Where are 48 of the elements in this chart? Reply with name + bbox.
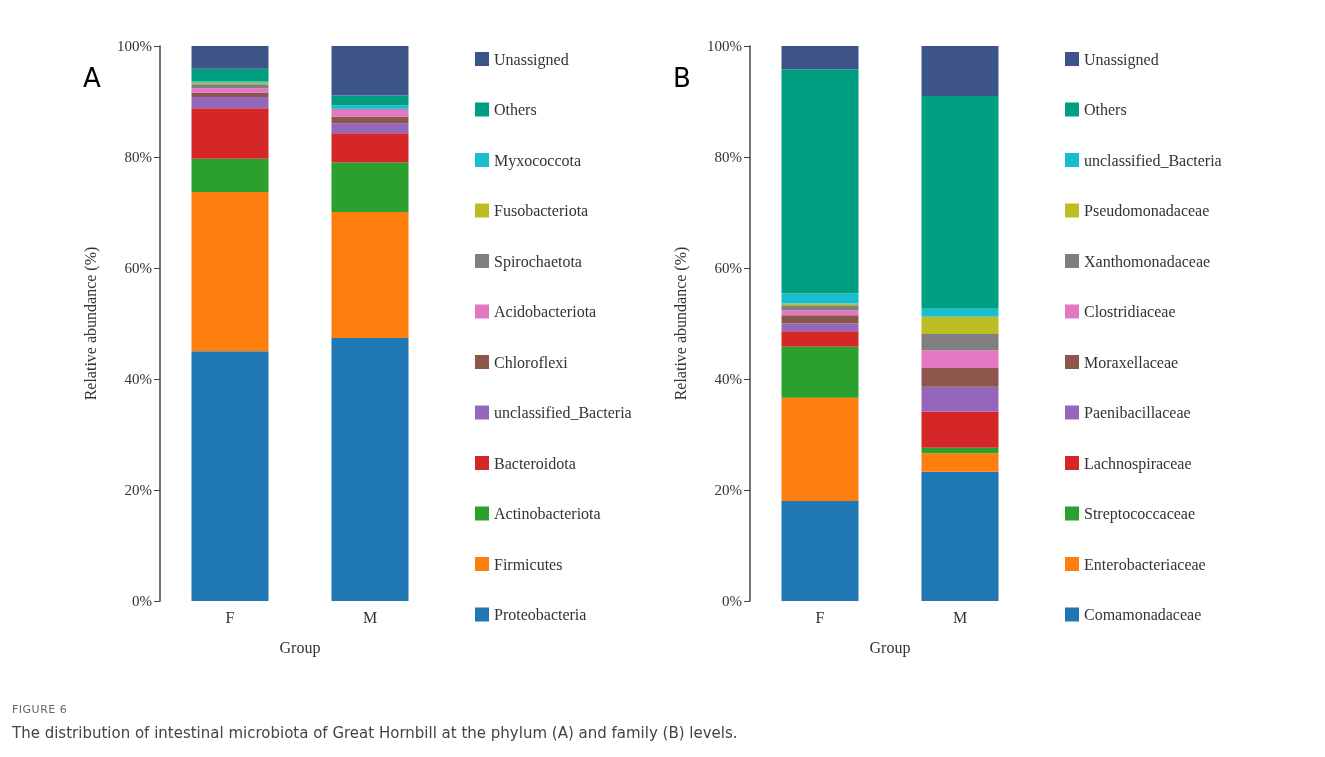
y-axis-title: Relative abundance (%) — [671, 246, 690, 401]
x-axis-title: Group — [279, 638, 321, 657]
caption: FIGURE 6 — [12, 703, 69, 716]
y-tick-label: 0% — [722, 593, 742, 609]
y-tick-label: 20% — [714, 482, 742, 498]
text: B — [673, 63, 691, 93]
legend-label: Clostridiaceae — [1084, 303, 1176, 320]
y-tick-label: 60% — [124, 260, 152, 276]
legend-label: Fusobacteriota — [494, 202, 589, 219]
legend-label: Enterobacteriaceae — [1084, 555, 1206, 573]
legend-label: Lachnospiraceae — [1084, 454, 1192, 473]
legend-label: Firmicutes — [494, 555, 563, 573]
legend-label: Chloroflexi — [494, 353, 569, 371]
legend-label: Actinobacteriota — [494, 505, 601, 522]
legend-label: Pseudomonadaceae — [1084, 202, 1210, 219]
legend-label: unclassified_Bacteria — [1084, 151, 1222, 169]
legend-label: unclassified_Bacteria — [494, 404, 632, 421]
legend-label: Unassigned — [494, 50, 569, 69]
legend-label: Acidobacteriota — [494, 303, 597, 320]
x-axis-title: Group — [869, 638, 911, 657]
legend-label: Others — [1084, 101, 1127, 118]
legend-label: Streptococcaceae — [1084, 505, 1196, 523]
y-tick-label: 40% — [124, 371, 152, 387]
x-tick-label: F — [815, 608, 825, 626]
legend-label: Xanthomonadaceae — [1084, 252, 1211, 270]
legend-label: Unassigned — [1084, 50, 1159, 69]
y-tick-label: 0% — [132, 593, 152, 609]
legend-label: Bacteroidota — [494, 454, 576, 472]
text: The distribution of intestinal microbiota of Great Hornbill at the phylum (A) and family (B) levels. — [12, 724, 739, 742]
y-axis-title: Relative abundance (%) — [81, 246, 100, 401]
legend-label: Proteobacteria — [494, 606, 587, 623]
y-tick-label: 100% — [117, 38, 152, 54]
legend-label: Spirochaetota — [494, 252, 582, 271]
legend-label: Comamonadaceae — [1084, 606, 1202, 623]
y-tick-label: 20% — [124, 482, 152, 498]
legend-label: Myxococcota — [494, 151, 582, 170]
y-tick-label: 80% — [124, 149, 152, 165]
legend-label: Moraxellaceae — [1084, 353, 1179, 371]
y-tick-label: 80% — [714, 149, 742, 165]
legend-label: Paenibacillaceae — [1084, 404, 1191, 421]
x-tick-label: F — [225, 608, 235, 626]
x-tick-label: M — [362, 608, 378, 626]
text: A — [83, 63, 101, 93]
legend-label: Others — [494, 101, 537, 118]
x-tick-label: M — [952, 608, 968, 626]
y-tick-label: 100% — [707, 38, 742, 54]
y-tick-label: 60% — [714, 260, 742, 276]
y-tick-label: 40% — [714, 371, 742, 387]
